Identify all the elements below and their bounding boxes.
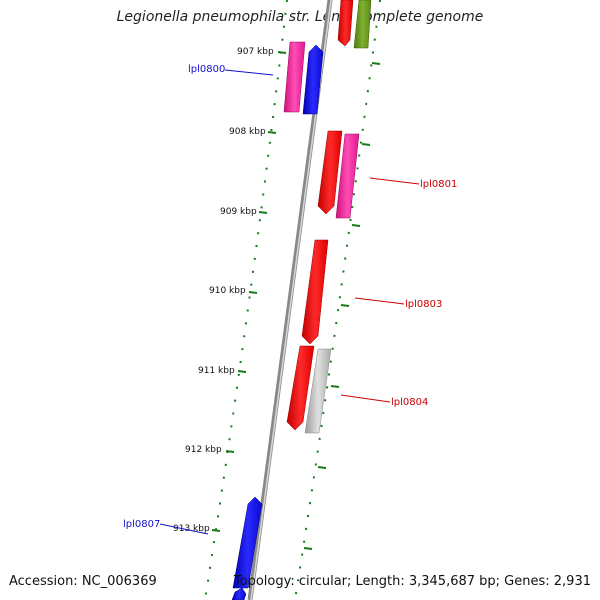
gene-olive-top[interactable] [353, 0, 372, 49]
tick-label-911: 911 kbp [198, 366, 235, 376]
major-ticks-right [303, 62, 381, 550]
leader-lpl0803 [354, 297, 405, 305]
tick-label-910: 910 kbp [209, 286, 246, 296]
leader-lpl0804 [340, 394, 391, 403]
gene-gray-lpl0804[interactable] [304, 348, 332, 434]
gene-red-lpl0803[interactable] [301, 239, 329, 345]
gene-label-lpl0801[interactable]: lpl0801 [420, 179, 457, 190]
tick-label-908: 908 kbp [229, 127, 266, 137]
gene-red-lpl0804[interactable] [286, 345, 315, 431]
gene-label-lpl0800[interactable]: lpl0800 [188, 64, 225, 75]
major-ticks-left [211, 51, 287, 532]
gene-red-top[interactable] [337, 0, 354, 47]
tick-label-913: 913 kbp [173, 524, 210, 534]
gene-magenta-lpl0801[interactable] [335, 133, 360, 219]
leader-lpl0807 [159, 523, 209, 535]
tick-label-907: 907 kbp [237, 47, 274, 57]
gene-red-lpl0801[interactable] [317, 130, 343, 215]
tick-label-912: 912 kbp [185, 445, 222, 455]
gene-lpl0807-blue[interactable] [232, 496, 263, 589]
tick-label-909: 909 kbp [220, 207, 257, 217]
gene-lpl0800-blue[interactable] [302, 44, 324, 115]
gene-label-lpl0804[interactable]: lpl0804 [391, 397, 428, 408]
gene-label-lpl0807[interactable]: lpl0807 [123, 519, 160, 530]
gene-magenta-lpl0800[interactable] [283, 41, 306, 113]
leader-lpl0801 [369, 177, 420, 185]
gene-blue-bottom[interactable] [231, 587, 247, 600]
leader-lpl0800 [224, 69, 274, 76]
map-title: Legionella pneumophila str. Lens, comple… [116, 9, 484, 25]
tick-scale-left [204, 0, 288, 600]
genome-summary-text: Topology: circular; Length: 3,345,687 bp… [233, 574, 591, 589]
gene-label-lpl0803[interactable]: lpl0803 [405, 299, 442, 310]
accession-text: Accession: NC_006369 [9, 574, 157, 589]
